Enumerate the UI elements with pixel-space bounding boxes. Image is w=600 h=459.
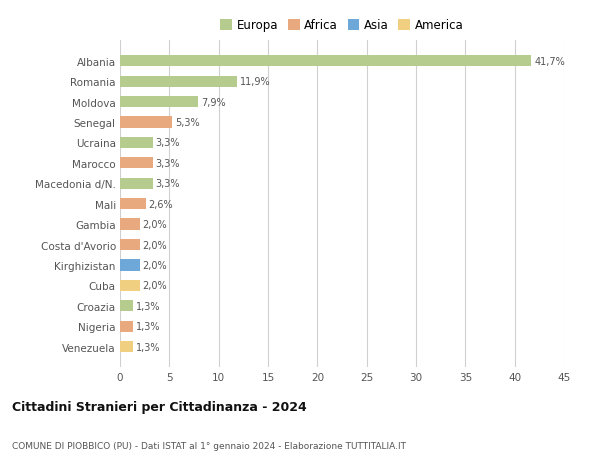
Text: 3,3%: 3,3% xyxy=(155,179,180,189)
Bar xyxy=(120,56,532,67)
Bar xyxy=(120,219,140,230)
Text: 3,3%: 3,3% xyxy=(155,158,180,168)
Text: 2,0%: 2,0% xyxy=(143,240,167,250)
Bar xyxy=(120,341,133,353)
Bar xyxy=(120,321,133,332)
Text: 11,9%: 11,9% xyxy=(241,77,271,87)
Legend: Europa, Africa, Asia, America: Europa, Africa, Asia, America xyxy=(215,15,469,37)
Bar xyxy=(120,138,152,149)
Text: 1,3%: 1,3% xyxy=(136,342,160,352)
Bar xyxy=(120,97,198,108)
Text: 2,0%: 2,0% xyxy=(143,260,167,270)
Text: COMUNE DI PIOBBICO (PU) - Dati ISTAT al 1° gennaio 2024 - Elaborazione TUTTITALI: COMUNE DI PIOBBICO (PU) - Dati ISTAT al … xyxy=(12,441,406,450)
Bar xyxy=(120,158,152,169)
Text: 41,7%: 41,7% xyxy=(535,57,565,67)
Bar xyxy=(120,178,152,190)
Bar xyxy=(120,301,133,312)
Bar xyxy=(120,240,140,251)
Bar xyxy=(120,77,238,88)
Text: 7,9%: 7,9% xyxy=(201,97,226,107)
Text: 2,6%: 2,6% xyxy=(149,199,173,209)
Bar xyxy=(120,260,140,271)
Text: 1,3%: 1,3% xyxy=(136,321,160,331)
Text: 2,0%: 2,0% xyxy=(143,281,167,291)
Text: Cittadini Stranieri per Cittadinanza - 2024: Cittadini Stranieri per Cittadinanza - 2… xyxy=(12,400,307,413)
Text: 5,3%: 5,3% xyxy=(175,118,200,128)
Bar xyxy=(120,199,146,210)
Bar xyxy=(120,117,172,129)
Text: 2,0%: 2,0% xyxy=(143,219,167,230)
Bar xyxy=(120,280,140,291)
Text: 1,3%: 1,3% xyxy=(136,301,160,311)
Text: 3,3%: 3,3% xyxy=(155,138,180,148)
